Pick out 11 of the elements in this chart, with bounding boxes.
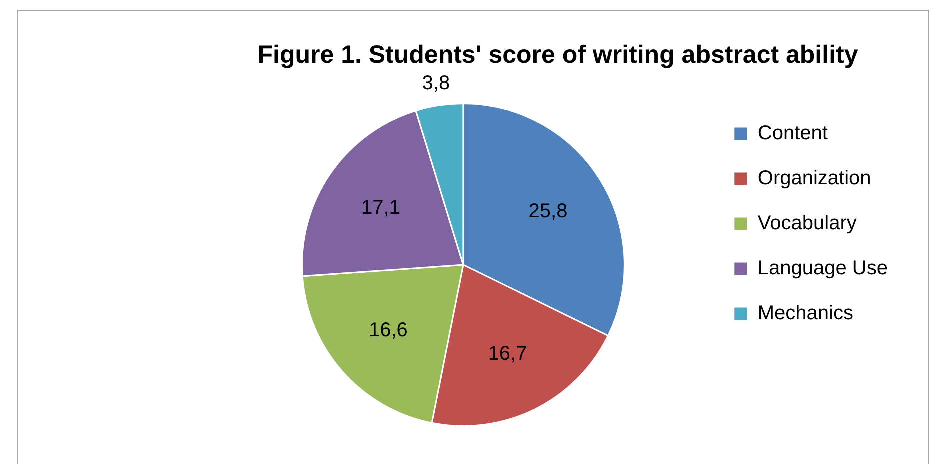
data-label: 25,8: [528, 200, 568, 223]
data-label: 16,6: [368, 320, 408, 342]
data-label: 17,1: [362, 196, 400, 219]
legend-label: Vocabulary: [758, 212, 857, 235]
legend-label: Content: [758, 122, 828, 145]
data-label: 3,8: [422, 72, 450, 94]
legend-label: Language Use: [758, 258, 888, 280]
legend-label: Mechanics: [758, 302, 854, 325]
chart-title: Figure 1. Students' score of writing abstract ability: [258, 40, 858, 69]
legend-label: Organization: [758, 168, 872, 190]
data-label: 16,7: [488, 343, 528, 366]
